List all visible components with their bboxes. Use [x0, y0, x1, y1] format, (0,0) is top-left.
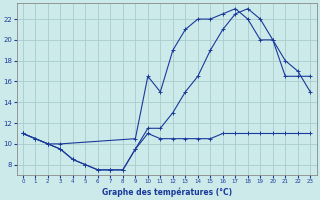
- X-axis label: Graphe des températures (°C): Graphe des températures (°C): [101, 187, 232, 197]
